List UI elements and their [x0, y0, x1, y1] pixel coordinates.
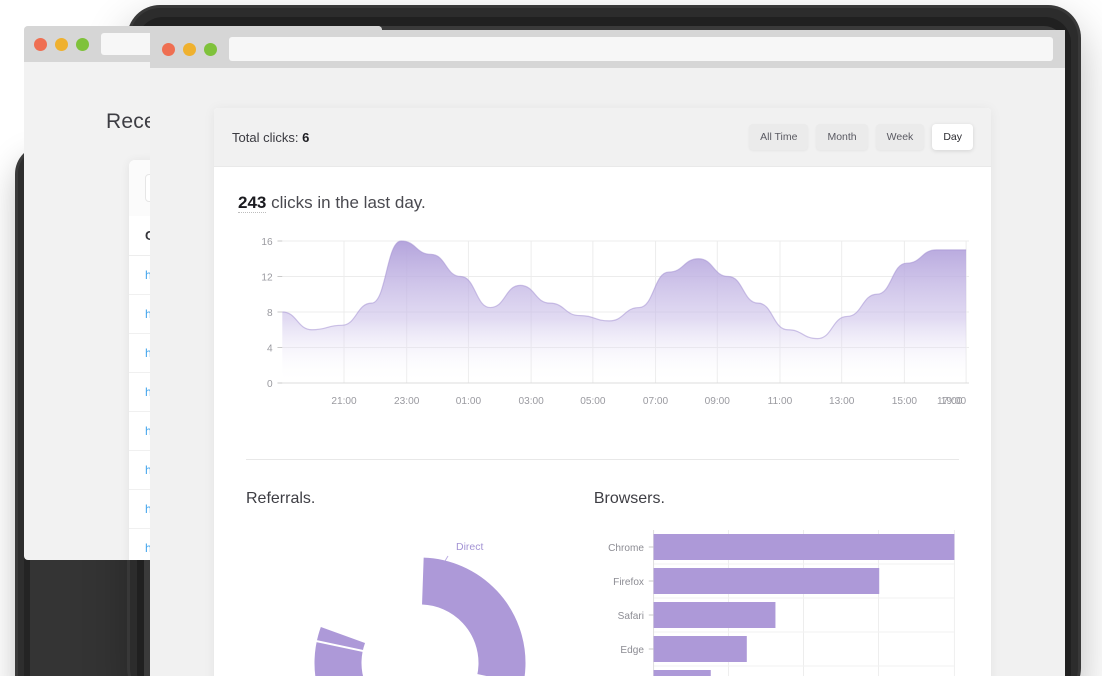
browsers-title: Browsers. [593, 490, 665, 507]
svg-text:12: 12 [261, 272, 273, 283]
clicks-area-chart-svg: 16 12 8 4 0 [261, 237, 969, 407]
range-button-week[interactable]: Week [875, 124, 925, 150]
main-window: Total clicks: 6 All Time Month Week Day … [150, 30, 1065, 676]
svg-text:13:00: 13:00 [829, 396, 855, 407]
browsers-section: Browsers. [594, 490, 959, 676]
referrals-section: Referrals. Direct [246, 490, 594, 676]
bar-chart-category-labels: Chrome Firefox Safari Edge Other [608, 543, 645, 656]
range-button-all-time[interactable]: All Time [749, 124, 809, 150]
donut-rings [313, 556, 527, 676]
maximize-button-icon[interactable] [76, 37, 89, 51]
background-traffic-lights [34, 37, 89, 51]
svg-text:17:00: 17:00 [937, 396, 963, 407]
svg-text:19:00: 19:00 [941, 396, 967, 407]
lower-sections: Referrals. Direct [236, 460, 969, 676]
close-button-icon[interactable] [34, 37, 47, 51]
svg-text:16: 16 [261, 237, 273, 248]
card-header: Total clicks: 6 All Time Month Week Day [214, 108, 991, 167]
svg-text:09:00: 09:00 [705, 396, 731, 407]
bar-chart-bars [653, 534, 955, 676]
svg-text:Edge: Edge [620, 645, 644, 656]
clicks-headline-text: clicks in the last day. [266, 193, 426, 212]
referrals-donut-chart: Direct [246, 528, 594, 676]
section-divider [246, 459, 959, 460]
main-url-bar[interactable] [229, 37, 1053, 61]
bar-other[interactable] [653, 670, 711, 676]
svg-text:23:00: 23:00 [394, 396, 420, 407]
time-range-button-group: All Time Month Week Day [749, 124, 973, 150]
bar-chrome[interactable] [653, 534, 955, 560]
range-button-day[interactable]: Day [932, 124, 973, 150]
bar-edge[interactable] [653, 636, 747, 662]
clicks-count: 243 [238, 193, 267, 213]
card-body: 243 clicks in the last day. [214, 167, 991, 676]
referrals-title: Referrals. [246, 490, 316, 507]
svg-text:15:00: 15:00 [892, 396, 918, 407]
svg-text:01:00: 01:00 [456, 396, 482, 407]
total-clicks-value: 6 [302, 129, 310, 145]
maximize-button-icon[interactable] [204, 42, 217, 56]
area-chart-y-tick-labels: 16 12 8 4 0 [261, 237, 273, 390]
svg-text:07:00: 07:00 [643, 396, 669, 407]
svg-text:0: 0 [267, 379, 273, 390]
svg-text:8: 8 [267, 308, 273, 319]
referrals-donut-svg: Direct [313, 541, 527, 676]
area-chart-y-ticks [277, 240, 283, 384]
svg-text:Firefox: Firefox [613, 577, 645, 588]
donut-slice-label-direct: Direct [456, 541, 484, 553]
range-button-month[interactable]: Month [816, 124, 868, 150]
main-browser-chrome [150, 30, 1065, 68]
svg-text:Chrome: Chrome [608, 543, 644, 554]
analytics-card: Total clicks: 6 All Time Month Week Day … [214, 108, 991, 676]
donut-hole [361, 605, 478, 676]
total-clicks-label: Total clicks: 6 [232, 130, 309, 145]
browsers-bar-chart-svg: Chrome Firefox Safari Edge Other [608, 530, 955, 676]
svg-text:05:00: 05:00 [580, 396, 606, 407]
svg-text:4: 4 [267, 343, 273, 354]
svg-text:03:00: 03:00 [518, 396, 544, 407]
minimize-button-icon[interactable] [55, 37, 68, 51]
bar-firefox[interactable] [653, 568, 880, 594]
bar-safari[interactable] [653, 602, 776, 628]
bar-chart-ticks [648, 546, 654, 650]
clicks-area-chart: 16 12 8 4 0 [236, 229, 969, 429]
clicks-headline: 243 clicks in the last day. [238, 193, 969, 213]
svg-text:21:00: 21:00 [331, 396, 357, 407]
svg-text:Safari: Safari [617, 611, 643, 622]
svg-text:11:00: 11:00 [768, 396, 793, 407]
minimize-button-icon[interactable] [183, 42, 196, 56]
area-chart-line [282, 240, 967, 340]
close-button-icon[interactable] [162, 42, 175, 56]
analytics-page: Total clicks: 6 All Time Month Week Day … [150, 68, 1065, 676]
area-chart-fill [282, 241, 967, 383]
main-traffic-lights [162, 42, 217, 56]
total-clicks-text: Total clicks: [232, 129, 299, 145]
area-chart-x-tick-labels: 21:00 23:00 01:00 03:00 05:00 07:00 09:0… [331, 396, 966, 407]
